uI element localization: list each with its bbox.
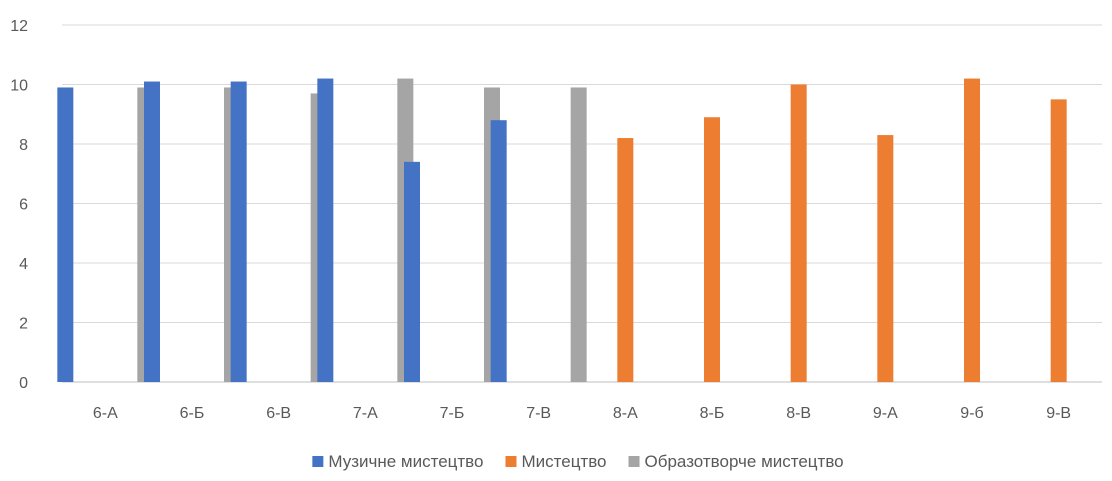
y-tick-label: 12 [10,18,28,35]
x-tick-label: 6-А [93,405,118,422]
x-tick-label: 8-А [613,405,638,422]
legend-swatch [505,456,517,467]
x-tick-label: 9-В [1046,405,1071,422]
bar-музичне-мистецтво-7-В [490,120,507,382]
legend-swatch [312,456,324,467]
legend-swatch [628,456,640,467]
x-axis-ticks: 6-А 6-Б 6-В 7-А 7-Б 7-В 8-А 8-Б 8-В 9-А 9-б 9-В [93,405,1071,422]
bar-мистецтво-8-Б [704,117,720,382]
y-tick-label: 10 [10,78,28,95]
x-tick-label: 7-Б [440,405,465,422]
bar-мистецтво-9-А [877,135,894,382]
x-tick-label: 6-Б [180,405,205,422]
x-tick-label: 7-А [353,405,378,422]
y-tick-label: 0 [19,375,28,392]
y-tick-label: 8 [19,137,28,154]
x-tick-label: 9-б [960,405,983,422]
y-tick-label: 6 [19,197,28,214]
y-tick-label: 4 [19,256,28,273]
bar-музичне-мистецтво-7-Б [404,161,420,382]
legend-item: Мистецтво [505,452,607,471]
bar-образотворче-мистецтво-7-В [570,87,587,382]
bar-музичне-мистецтво-6-Б [144,81,160,383]
legend-label: Музичне мистецтво [328,452,483,471]
bar-мистецтво-8-А [617,138,634,382]
legend-item: Образотворче мистецтво [628,452,844,471]
y-axis-ticks: 0 2 4 6 8 10 12 [10,18,28,392]
legend-label: Мистецтво [521,452,606,471]
bar-мистецтво-8-В [790,84,807,382]
bars [57,78,1067,383]
legend: Музичне мистецтво Мистецтво Образотворче м… [312,452,844,471]
y-tick-label: 2 [19,316,28,333]
x-tick-label: 9-А [873,405,898,422]
x-tick-label: 7-В [526,405,551,422]
bar-мистецтво-9-В [1050,99,1067,382]
legend-item: Музичне мистецтво [312,452,483,471]
x-tick-label: 8-В [786,405,811,422]
bar-музичне-мистецтво-6-В [230,81,247,383]
bar-музичне-мистецтво-7-А [317,78,334,383]
bar-мистецтво-9-б [964,78,980,383]
legend-label: Образотворче мистецтво [645,452,844,471]
x-tick-label: 8-Б [700,405,725,422]
bar-музичне-мистецтво-6-А [57,87,74,382]
x-tick-label: 6-В [266,405,291,422]
